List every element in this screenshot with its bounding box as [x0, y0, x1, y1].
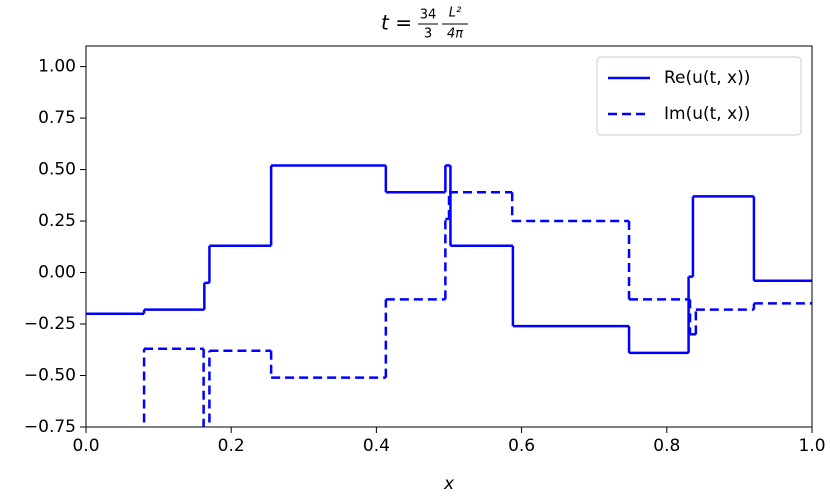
y-tick-label: −0.75 [24, 417, 76, 437]
legend-box [596, 56, 802, 136]
title-num: 34 [420, 8, 437, 23]
legend-label: Re(u(t, x)) [664, 68, 750, 88]
y-tick-label: 0.25 [38, 211, 76, 231]
x-tick-label: 0.6 [508, 436, 535, 456]
x-tick-label: 0.8 [653, 436, 680, 456]
title-lhs: t = [381, 11, 412, 35]
title-num: L² [449, 6, 461, 21]
y-tick-label: 0.50 [38, 160, 76, 180]
x-axis-label: x [443, 474, 455, 494]
title-den: 4π [447, 27, 463, 42]
x-tick-label: 1.0 [798, 436, 825, 456]
chart-title: t = 34 3 L² 4π [381, 6, 468, 42]
plot-area [86, 164, 812, 427]
legend-label: Im(u(t, x)) [664, 104, 750, 124]
title-den: 3 [424, 27, 432, 42]
axes-frame [85, 45, 813, 428]
x-tick-label: 0.0 [72, 436, 99, 456]
y-tick-label: 1.00 [38, 57, 76, 77]
y-tick-label: 0.75 [38, 108, 76, 128]
legend: Re(u(t, x)) Im(u(t, x)) [596, 56, 802, 136]
y-tick-label: 0.00 [38, 263, 76, 283]
y-tick-label: −0.25 [24, 314, 76, 334]
x-tick-label: 0.2 [218, 436, 245, 456]
y-tick-label: −0.50 [24, 366, 76, 386]
x-tick-label: 0.4 [363, 436, 390, 456]
